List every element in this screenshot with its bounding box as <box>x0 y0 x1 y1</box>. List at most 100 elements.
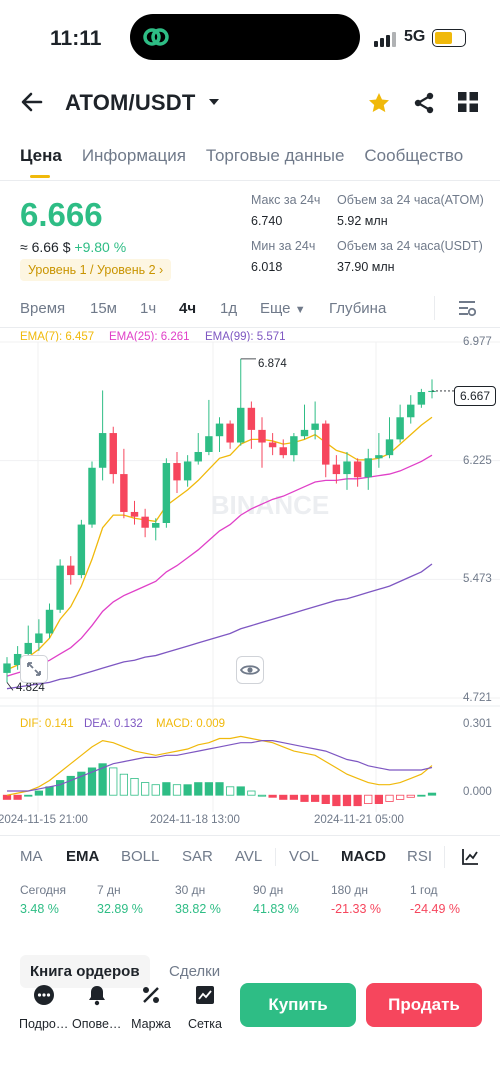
candle-body <box>67 565 75 576</box>
sell-button[interactable]: Продать <box>366 983 482 1027</box>
ema7-line <box>6 416 433 671</box>
perf-label: 180 дн <box>331 883 368 897</box>
candle-body <box>45 609 54 634</box>
main-tabs: Цена Информация Торговые данные Сообщест… <box>20 146 463 166</box>
period-time[interactable]: Время <box>20 300 66 317</box>
macd-bar <box>353 794 362 807</box>
dif-legend: DIF: 0.141 <box>20 718 74 730</box>
divider <box>444 846 445 868</box>
more-label: Подробнее <box>19 1017 69 1031</box>
ema99-legend: EMA(99): 5.571 <box>205 331 286 343</box>
ind-boll[interactable]: BOLL <box>121 848 160 865</box>
margin-button[interactable]: Маржа <box>126 984 176 1031</box>
chevron-down-icon[interactable] <box>208 97 220 107</box>
candle-body <box>343 461 351 475</box>
dynamic-island <box>130 14 360 60</box>
candle-body <box>353 461 362 478</box>
indicator-chart-icon[interactable] <box>461 848 479 866</box>
candle-body <box>385 439 394 456</box>
tab-trades[interactable]: Сделки <box>169 963 221 980</box>
macd-bar <box>300 794 309 802</box>
macd-bar <box>56 780 65 796</box>
divider <box>0 327 500 328</box>
price-chart[interactable]: BINANCE <box>0 330 500 830</box>
divider <box>0 835 500 836</box>
macd-bar <box>427 792 437 796</box>
buy-button[interactable]: Купить <box>240 983 356 1027</box>
price-change: +9.80 % <box>74 239 127 255</box>
more-dots-icon <box>34 985 54 1005</box>
current-price-tag: 6.667 <box>454 386 497 406</box>
macd-bar <box>215 782 224 796</box>
candle-body <box>88 467 96 525</box>
percent-icon <box>143 987 159 1003</box>
perf-value: 38.82 % <box>175 902 221 916</box>
divider <box>434 296 435 320</box>
period-1h[interactable]: 1ч <box>140 300 157 317</box>
share-icon[interactable] <box>412 91 436 115</box>
macd-bar <box>109 767 118 796</box>
ind-macd[interactable]: MACD <box>341 848 386 865</box>
candle-body <box>183 461 192 481</box>
tab-orderbook[interactable]: Книга ордеров <box>20 955 150 988</box>
candle-body <box>428 390 436 393</box>
star-icon[interactable] <box>367 91 391 115</box>
tab-community[interactable]: Сообщество <box>364 146 464 165</box>
last-price: 6.666 <box>20 196 103 233</box>
back-arrow-icon[interactable] <box>20 90 44 114</box>
macd-bar <box>13 794 22 800</box>
visibility-toggle-icon[interactable] <box>236 656 264 684</box>
candle-body <box>152 522 160 528</box>
period-15m[interactable]: 15м <box>90 300 117 317</box>
dea-line <box>7 740 433 792</box>
ind-ma[interactable]: MA <box>20 848 43 865</box>
pair-title[interactable]: ATOM/USDT <box>65 90 196 115</box>
tab-info[interactable]: Информация <box>81 146 186 165</box>
depth-tab[interactable]: Глубина <box>329 300 387 317</box>
low-label: Мин за 24ч <box>251 239 316 253</box>
period-1d[interactable]: 1д <box>220 300 238 317</box>
macd-bar <box>374 794 383 805</box>
macd-bar <box>2 794 12 800</box>
candle-body <box>226 423 234 443</box>
more-button[interactable]: Подробнее <box>19 984 69 1031</box>
macd-bar <box>87 767 97 796</box>
grid-button[interactable]: Сетка <box>180 984 230 1031</box>
macd-bar <box>204 782 213 796</box>
perf-label: 30 дн <box>175 883 206 897</box>
divider <box>0 180 500 181</box>
price-tick: 5.473 <box>463 573 492 585</box>
macd-bar <box>247 790 256 796</box>
tab-price[interactable]: Цена <box>20 146 62 165</box>
expand-icon[interactable] <box>20 655 48 683</box>
period-4h[interactable]: 4ч <box>179 300 197 317</box>
candle-body <box>141 516 149 528</box>
grid-menu-icon[interactable] <box>457 91 479 113</box>
chart-settings-icon[interactable] <box>458 299 476 317</box>
macd-bar <box>417 794 426 797</box>
candle-body <box>311 423 319 430</box>
ind-vol[interactable]: VOL <box>289 848 320 865</box>
candle-body <box>215 423 224 437</box>
candle-body <box>237 407 245 443</box>
perf-label: 90 дн <box>253 883 284 897</box>
macd-bar <box>364 794 373 805</box>
candle-body <box>258 429 266 443</box>
ind-sar[interactable]: SAR <box>182 848 213 865</box>
dea-legend: DEA: 0.132 <box>84 718 143 730</box>
candle-body <box>162 463 171 523</box>
alerts-button[interactable]: Оповещения <box>72 984 122 1031</box>
level-badge[interactable]: Уровень 1 / Уровень 2 › <box>20 259 172 281</box>
period-more[interactable]: Еще ▼ <box>260 300 306 317</box>
macd-bar <box>172 784 182 796</box>
ind-rsi[interactable]: RSI <box>407 848 433 865</box>
perf-value: -21.33 % <box>331 902 382 916</box>
tab-trading-data[interactable]: Торговые данные <box>205 146 345 165</box>
link-app-icon <box>143 28 169 46</box>
macd-bar <box>183 784 192 796</box>
candle-body <box>407 404 415 418</box>
perf-label: Сегодня <box>20 883 66 897</box>
ind-avl[interactable]: AVL <box>235 848 263 865</box>
grid-bot-icon <box>196 986 214 1004</box>
ind-ema[interactable]: EMA <box>66 848 100 865</box>
